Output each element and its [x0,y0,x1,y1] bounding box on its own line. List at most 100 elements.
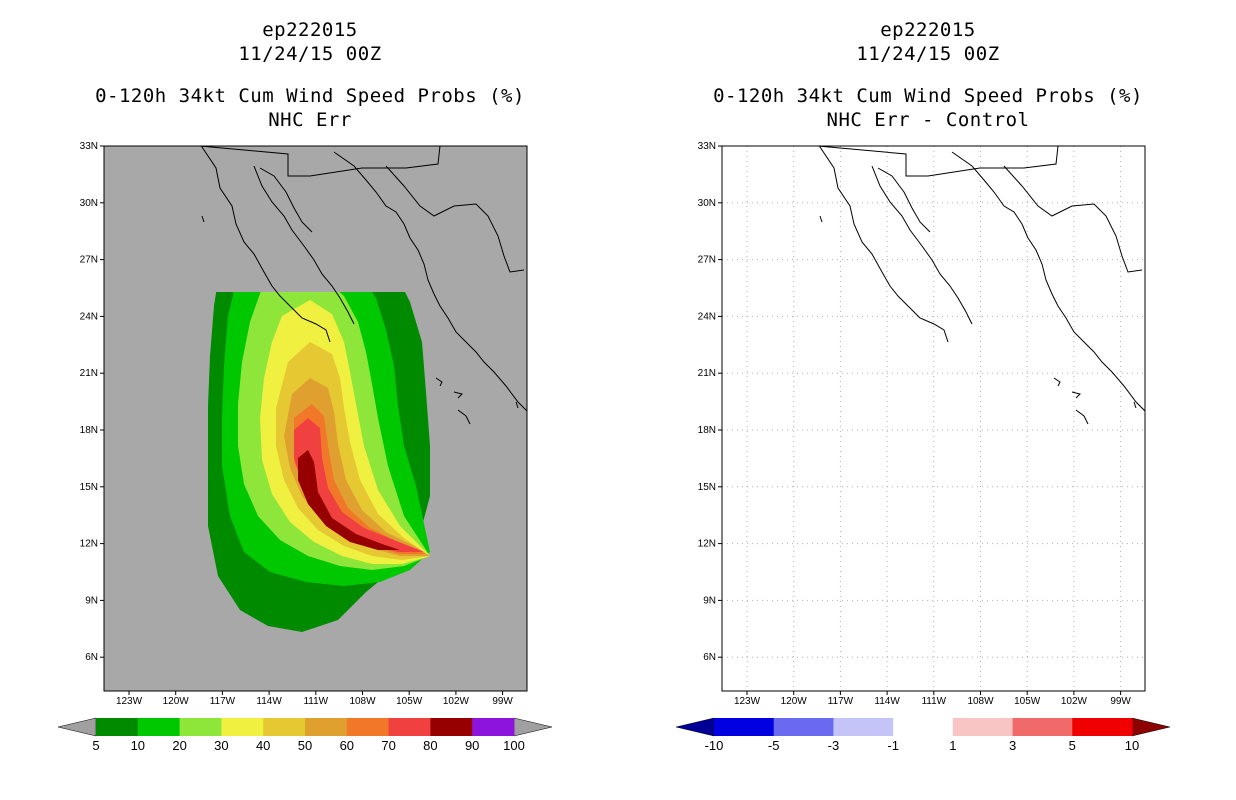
colorbar-swatch [96,718,139,736]
colorbar-label: 80 [423,738,437,753]
colorbar-label: 30 [214,738,228,753]
right-gridlines [722,146,1145,691]
left-storm-id: ep222015 [262,19,358,41]
right-colorbar: -10 -5 -3 -1 1 3 5 10 [675,717,1171,753]
lon-label: 120W [163,696,190,707]
colorbar-label: -1 [887,738,899,753]
colorbar-swatch [1012,718,1073,736]
lon-label: 108W [967,696,994,707]
lat-label: 15N [80,482,98,493]
left-subtitle: NHC Err [268,109,352,131]
lon-label: 123W [734,696,761,707]
lon-label: 123W [116,696,143,707]
right-map: 33N 30N 27N 24N 21N 18N 15N 12N 9N 6N 123W 120W 117W… [698,141,1146,707]
colorbar-label: 10 [1125,738,1139,753]
left-probability-contours [208,292,430,632]
lat-label: 21N [698,368,716,379]
lon-label: 111W [921,696,946,707]
left-product-title: 0-120h 34kt Cum Wind Speed Probs (%) [95,85,525,107]
colorbar-label: 5 [1069,738,1076,753]
lat-label: 33N [80,141,98,152]
colorbar-swatch [833,718,894,736]
left-datetime: 11/24/15 00Z [238,43,382,65]
lat-label: 9N [85,595,98,606]
right-datetime: 11/24/15 00Z [856,43,1000,65]
colorbar-label: 40 [256,738,270,753]
colorbar-swatch [952,718,1014,736]
lat-label: 27N [80,255,98,266]
left-axis-ticks: 33N 30N 27N 24N 21N 18N 15N 12N 9N 6N 123W 120W 117W… [80,141,514,707]
colorbar-high-arrow [513,717,553,737]
colorbar-label: 50 [298,738,312,753]
lat-label: 30N [698,198,716,209]
colorbar-label: -3 [828,738,840,753]
lon-label: 99W [1110,696,1131,707]
colorbar-swatch [1072,718,1133,736]
right-product-title: 0-120h 34kt Cum Wind Speed Probs (%) [713,85,1143,107]
lat-label: 18N [698,425,716,436]
lat-label: 30N [80,198,98,209]
colorbar-swatch [263,718,306,736]
lat-label: 33N [698,141,716,152]
colorbar-swatch [221,718,264,736]
right-map-background [722,146,1145,691]
colorbar-low-arrow [675,717,715,737]
colorbar-low-arrow [57,717,97,737]
lat-label: 9N [703,595,716,606]
lat-label: 24N [698,311,716,322]
colorbar-label: 1 [949,738,956,753]
left-map: 33N 30N 27N 24N 21N 18N 15N 12N 9N 6N 123W 120W 117W… [80,141,528,707]
lat-label: 21N [80,368,98,379]
lon-label: 117W [828,696,854,707]
colorbar-swatch [137,718,181,736]
colorbar-swatch [773,718,834,736]
colorbar-label: 70 [381,738,395,753]
colorbar-swatch [179,718,222,736]
lat-label: 15N [698,482,716,493]
colorbar-label: -10 [705,738,724,753]
lon-label: 120W [781,696,808,707]
colorbar-label: 60 [340,738,354,753]
left-colorbar: 5 10 20 30 40 50 60 70 80 90 100 [57,717,553,753]
colorbar-high-arrow [1131,717,1171,737]
colorbar-swatch [430,718,473,736]
lon-label: 105W [396,696,423,707]
lon-label: 111W [303,696,328,707]
colorbar-swatch [388,718,431,736]
colorbar-swatch [305,718,348,736]
lon-label: 105W [1014,696,1041,707]
right-subtitle: NHC Err - Control [826,109,1030,131]
lat-label: 24N [80,311,98,322]
prob-contour-80 [298,450,400,550]
lon-label: 117W [210,696,236,707]
lon-label: 108W [349,696,376,707]
colorbar-label: 20 [172,738,186,753]
lat-label: 18N [80,425,98,436]
lat-label: 6N [703,652,716,663]
lon-label: 102W [443,696,470,707]
left-title-block: ep222015 11/24/15 00Z 0-120h 34kt Cum Wi… [30,18,590,132]
lon-label: 114W [874,696,900,707]
colorbar-swatch [893,718,954,736]
right-title-block: ep222015 11/24/15 00Z 0-120h 34kt Cum Wi… [648,18,1208,132]
colorbar-label: 10 [131,738,145,753]
right-axis-ticks: 33N 30N 27N 24N 21N 18N 15N 12N 9N 6N 123W 120W 117W… [698,141,1132,707]
lat-label: 12N [80,539,98,550]
colorbar-label: -5 [768,738,780,753]
prob-contour-70 [294,418,424,552]
colorbar-swatch [472,718,515,736]
lat-label: 12N [698,539,716,550]
lat-label: 6N [85,652,98,663]
right-storm-id: ep222015 [880,19,976,41]
colorbar-label: 90 [465,738,479,753]
lon-label: 114W [256,696,282,707]
lat-label: 27N [698,255,716,266]
colorbar-swatch [346,718,390,736]
colorbar-label: 100 [503,738,525,753]
colorbar-swatch [714,718,775,736]
colorbar-label: 3 [1009,738,1016,753]
lon-label: 99W [492,696,513,707]
colorbar-label: 5 [92,738,99,753]
lon-label: 102W [1061,696,1088,707]
